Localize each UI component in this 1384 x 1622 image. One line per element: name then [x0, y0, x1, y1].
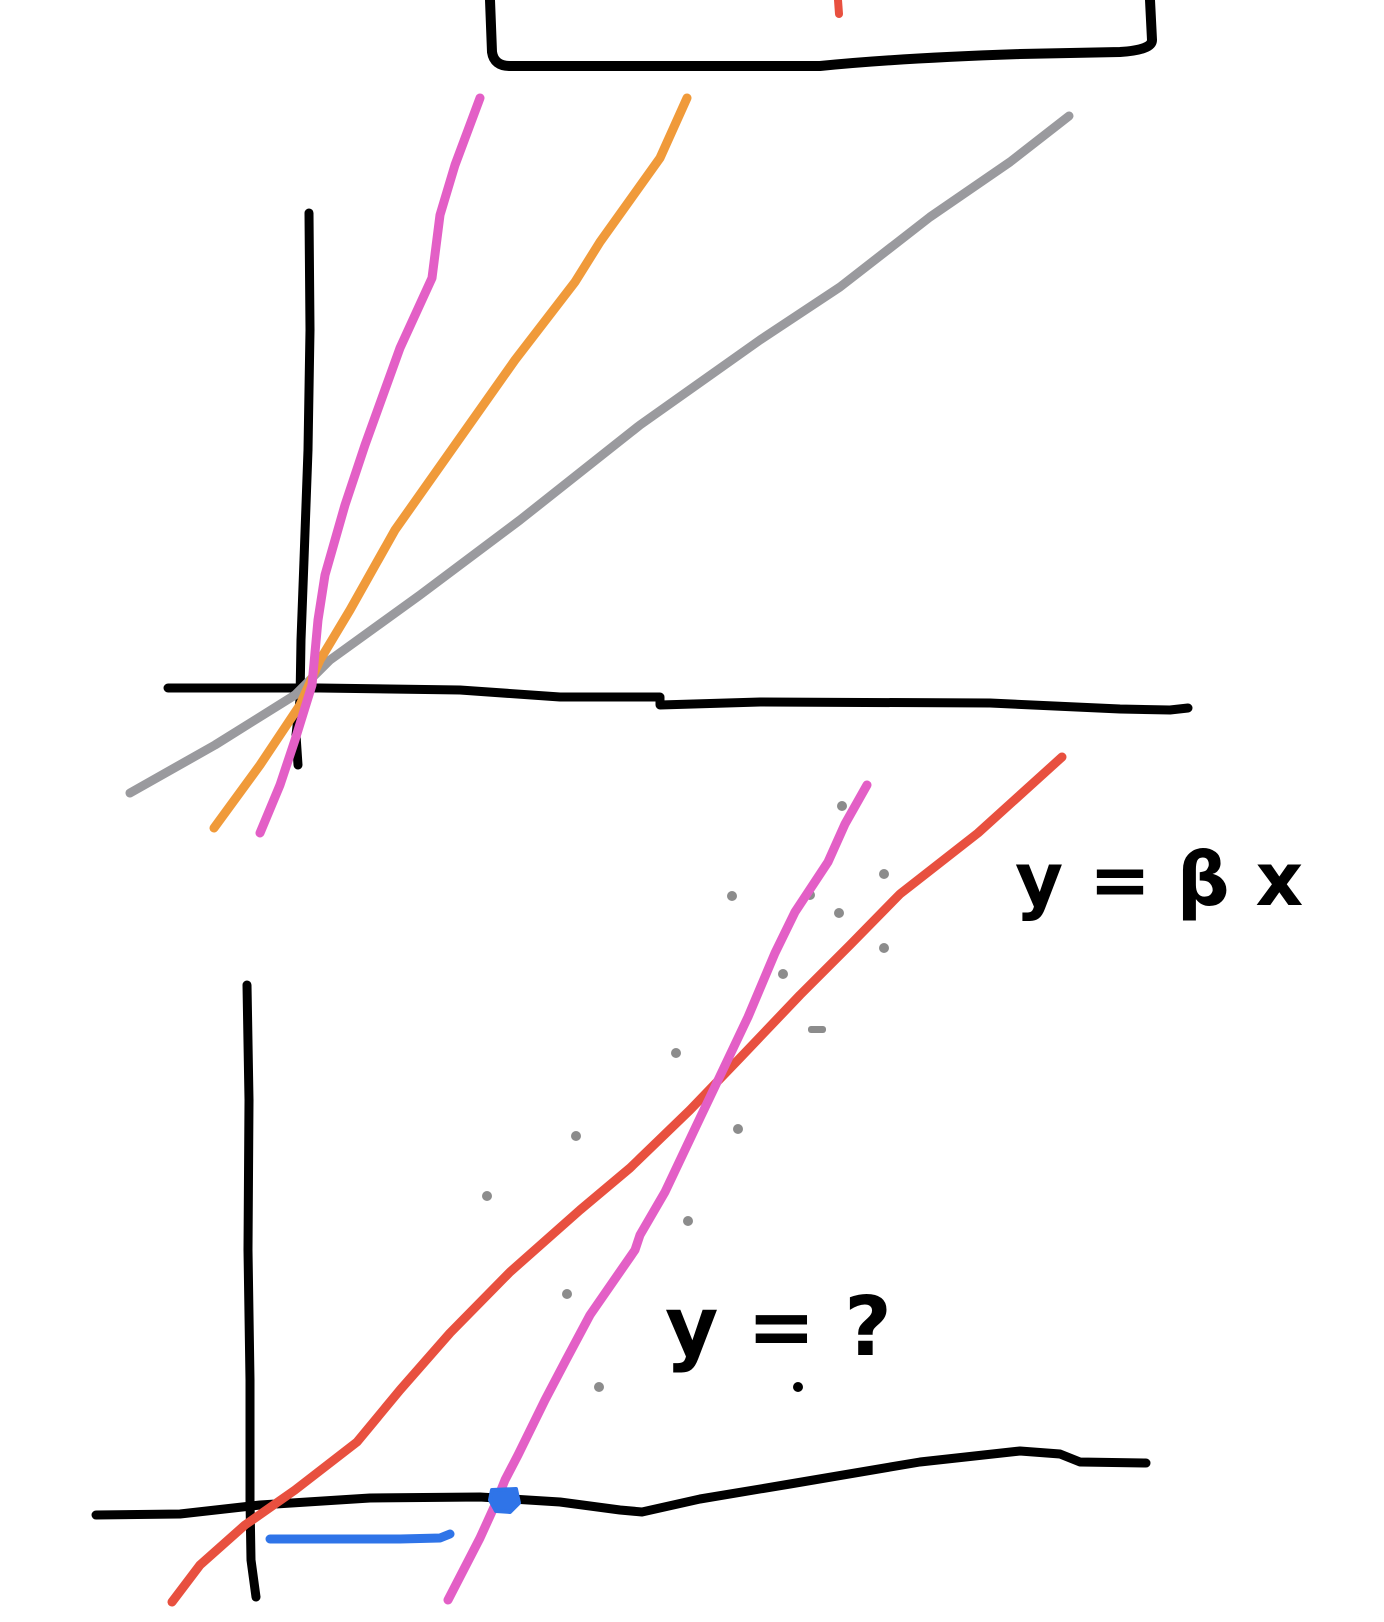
scatter-point [837, 801, 847, 811]
scatter-point [671, 1048, 681, 1058]
scatter-point [879, 943, 889, 953]
pink-unknown-line [443, 780, 872, 1605]
scatter-point [879, 869, 889, 879]
scatter-point [727, 891, 737, 901]
label-y-equals-beta-x: y = β x [1015, 837, 1303, 923]
lower-x-axis [91, 1446, 1151, 1520]
scatter-point [808, 1026, 826, 1033]
scatter-point [793, 1382, 803, 1392]
upper-orange-line [209, 93, 692, 833]
upper-pink-line [255, 93, 485, 838]
top-box-red-mark [834, 0, 843, 18]
upper-diagram [125, 93, 1193, 838]
upper-x-axis [163, 683, 1193, 715]
scatter-point [571, 1131, 581, 1141]
scatter-point [778, 969, 788, 979]
scatter-point [834, 908, 844, 918]
scatter-point [594, 1382, 604, 1392]
red-fitted-line [167, 752, 1067, 1607]
top-box-outline [485, 0, 1157, 71]
scatter-point [733, 1124, 743, 1134]
scatter-point [683, 1216, 693, 1226]
label-y-equals-question: y = ? [665, 1280, 892, 1375]
blue-intercept-point [488, 1487, 521, 1514]
upper-gray-line [125, 111, 1074, 798]
scatter-point [482, 1191, 492, 1201]
top-box [485, 0, 1157, 71]
scatter-point [562, 1289, 572, 1299]
lower-y-axis [242, 980, 261, 1602]
lower-diagram: y = β x y = ? [91, 752, 1303, 1607]
blue-intercept-segment [265, 1529, 455, 1544]
